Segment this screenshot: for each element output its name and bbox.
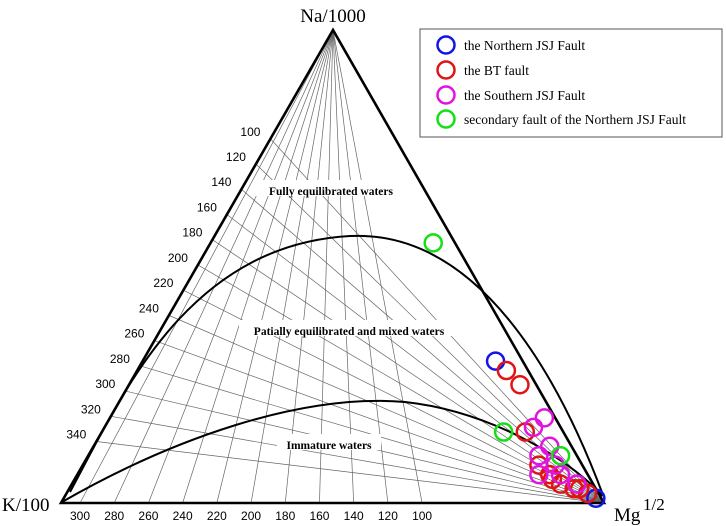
k-mg-isotherm-line — [332, 29, 389, 504]
data-point — [545, 455, 565, 475]
bottom-tick-label: 140 — [344, 509, 364, 523]
vertex-label-mg-exponent: 1/2 — [643, 495, 665, 514]
legend-box — [419, 28, 723, 138]
bottom-tick-label: 180 — [275, 509, 295, 523]
region-label-immature: Immature waters — [286, 440, 372, 452]
bottom-tick-label: 220 — [207, 509, 227, 523]
legend-marker-bt — [436, 60, 456, 80]
legend-label-southern-jsj: the Southern JSJ Fault — [464, 88, 585, 103]
tick-labels: 100 120 140 160 180 200 220 240 260 280 300 320 340 3… — [66, 125, 432, 523]
bottom-tick-label: 160 — [309, 509, 329, 523]
data-point — [529, 464, 549, 485]
data-point — [534, 408, 555, 428]
left-tick-label: 120 — [226, 150, 246, 164]
region-label-background — [256, 180, 406, 196]
left-tick-label: 320 — [81, 402, 101, 416]
na-k-isotherm-line — [154, 340, 605, 504]
left-tick-label: 240 — [139, 301, 159, 315]
bottom-tick-label: 120 — [378, 509, 398, 523]
vertex-label-k: K/100 — [2, 495, 50, 516]
left-tick-label: 300 — [95, 377, 115, 391]
data-point — [550, 445, 571, 466]
k-mg-isotherm-line — [216, 29, 334, 504]
legend-label-northern-jsj: the Northern JSJ Fault — [464, 38, 585, 53]
legend-label-bt: the BT fault — [464, 63, 529, 78]
region-label-full-equilibrium: Fully equilibrated waters — [269, 186, 393, 198]
left-tick-label: 180 — [182, 226, 202, 240]
left-tick-label: 220 — [153, 276, 173, 290]
data-point — [493, 422, 514, 442]
vertex-label-na: Na/1000 — [300, 6, 365, 27]
k-mg-isotherm-line — [182, 29, 334, 504]
legend-marker-southern-jsj — [436, 85, 456, 105]
k-mg-isotherm-line — [332, 29, 355, 504]
vertex-label-mg: Mg — [614, 505, 641, 526]
k-mg-isotherm-line — [284, 29, 334, 504]
data-point — [523, 417, 544, 438]
legend-marker-northern-jsj — [436, 35, 456, 55]
chart-grid — [79, 29, 605, 504]
equilibrium-curves — [61, 234, 604, 503]
bottom-tick-label: 100 — [412, 509, 432, 523]
data-point — [529, 445, 549, 466]
left-tick-label: 160 — [197, 200, 217, 214]
bottom-tick-label: 240 — [173, 509, 193, 523]
left-tick-label: 340 — [66, 428, 86, 442]
data-points — [423, 233, 606, 509]
data-point — [510, 375, 530, 395]
data-point — [485, 351, 506, 371]
k-mg-isotherm-line — [319, 29, 334, 504]
left-tick-label: 200 — [168, 251, 188, 265]
data-point — [423, 233, 443, 253]
data-point — [550, 464, 571, 485]
region-label-background — [239, 320, 459, 336]
na-k-isotherm-line — [110, 415, 605, 504]
k-mg-isotherm-line — [332, 29, 423, 504]
left-tick-label: 140 — [211, 175, 231, 189]
k-mg-isotherm-line — [250, 29, 334, 504]
triangle-outline — [58, 27, 607, 505]
na-k-isotherm-line — [96, 441, 605, 504]
bottom-tick-label: 280 — [104, 509, 124, 523]
bottom-tick-label: 300 — [70, 509, 90, 523]
left-tick-label: 280 — [110, 352, 130, 366]
data-point — [496, 360, 517, 381]
legend: the Northern JSJ Fault the BT fault the … — [419, 28, 723, 138]
na-k-isotherm-line — [212, 239, 605, 504]
k-mg-isotherm-line — [79, 29, 334, 504]
left-tick-label: 100 — [240, 125, 260, 139]
left-tick-label: 260 — [124, 327, 144, 341]
region-label-background — [277, 434, 381, 450]
legend-label-secondary: secondary fault of the Northern JSJ Faul… — [464, 112, 686, 127]
region-label-partial-equilibrium: Patially equilibrated and mixed waters — [254, 326, 445, 338]
triangle-frame — [58, 27, 607, 505]
legend-marker-secondary — [436, 109, 456, 129]
bottom-tick-label: 200 — [241, 509, 261, 523]
k-mg-isotherm-line — [113, 29, 334, 504]
na-k-isotherm-line — [226, 214, 605, 504]
k-mg-isotherm-line — [148, 29, 334, 504]
data-point — [567, 474, 587, 494]
bottom-tick-label: 260 — [138, 509, 158, 523]
